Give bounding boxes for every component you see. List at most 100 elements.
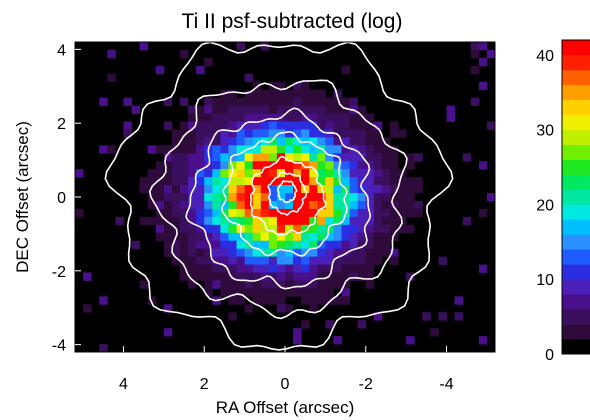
heatmap-cell [373,185,383,194]
heatmap-cell [147,169,157,178]
heatmap-cell [171,161,181,170]
heatmap-cell [406,272,415,281]
heatmap-cell [341,113,351,122]
heatmap-cell [260,121,270,130]
heatmap-cell [252,121,262,130]
heatmap-cell [180,137,189,146]
heatmap-cell [309,105,318,114]
heatmap-cell [236,145,246,154]
heatmap-cell [357,232,367,242]
heatmap-cell [325,256,334,265]
heatmap-cell [373,161,383,170]
colorbar-level [562,294,590,310]
heatmap-cell [236,105,246,114]
x-axis-label: RA Offset (arcsec) [216,398,355,417]
heatmap-cell [365,248,375,258]
heatmap-cell [301,200,310,210]
heatmap-cell [333,240,342,250]
heatmap-cell [188,137,197,146]
heatmap-cell [228,264,237,273]
heatmap-cell [325,248,334,258]
heatmap-cell [341,97,351,106]
contour-line [276,180,298,203]
heatmap-cell [317,177,326,186]
heatmap-cell [365,161,375,170]
heatmap-cell [373,232,383,242]
heatmap-cell [317,200,326,210]
heatmap-cell [212,185,221,194]
heatmap-cell [180,97,189,106]
heatmap-cell [325,161,334,170]
colorbar-level [562,279,590,295]
heatmap-cell [317,113,326,122]
heatmap-cell [293,129,302,138]
heatmap-cell [381,153,391,162]
heatmap-cell [220,161,229,170]
heatmap-cell [301,89,310,99]
heatmap-cell [204,288,213,297]
heatmap-cell [341,169,351,178]
heatmap-cell [212,169,221,178]
heatmap-cell [357,320,367,329]
heatmap-cell [220,256,229,265]
heatmap-cell [268,161,278,170]
heatmap-cell [212,248,221,258]
heatmap-cell [228,97,237,106]
heatmap-cell [406,161,415,170]
heatmap-cell [293,161,302,170]
heatmap-cell [260,177,270,186]
heatmap-cell [236,137,246,146]
heatmap-cell [341,224,351,234]
heatmap-cell [228,193,237,202]
heatmap-cell [252,105,262,114]
heatmap-cell [365,145,375,154]
heatmap-cell [180,49,189,59]
heatmap-cell [228,296,237,305]
heatmap-cell [285,193,294,202]
heatmap-cell [276,81,286,91]
heatmap-cell [333,200,342,210]
heatmap-cell [325,208,334,218]
heatmap-cell [236,185,246,194]
heatmap-cell [317,169,326,178]
heatmap-cell [244,224,254,234]
heatmap-cell [260,169,270,178]
heatmap-cell [478,57,488,67]
heatmap-cell [155,145,165,154]
heatmap-cell [220,200,229,210]
heatmap-cell [357,224,367,234]
heatmap-cell [301,145,310,154]
heatmap-cell [333,89,342,99]
heatmap-cell [212,240,221,250]
heatmap-cell [260,185,270,194]
heatmap-cell [341,105,351,114]
heatmap-cell [268,280,278,289]
heatmap-cell [365,224,375,234]
heatmap-cell [309,232,318,242]
heatmap-cell [333,232,342,242]
heatmap-cell [260,97,270,106]
heatmap-cell [325,97,334,106]
heatmap-cell [83,272,92,281]
colorbar-tick-label: 0 [545,347,554,364]
heatmap-cell [220,240,229,250]
heatmap-cell [341,121,351,130]
heatmap-cell [462,153,472,162]
colorbar-level [562,264,590,280]
heatmap-cell [398,185,407,194]
heatmap-cell [163,224,173,234]
heatmap-cell [293,193,302,202]
heatmap-cell [285,137,294,146]
heatmap-cell [325,232,334,242]
heatmap-cell [188,200,197,210]
heatmap-cell [244,216,254,226]
heatmap-cell [188,240,197,250]
heatmap-cell [357,272,367,281]
heatmap-cell [268,224,278,234]
heatmap-cell [365,264,375,273]
heatmap-cell [83,304,92,313]
heatmap-cell [171,216,181,226]
heatmap-cell [276,280,286,289]
heatmap-cell [268,137,278,146]
heatmap-cell [317,264,326,273]
